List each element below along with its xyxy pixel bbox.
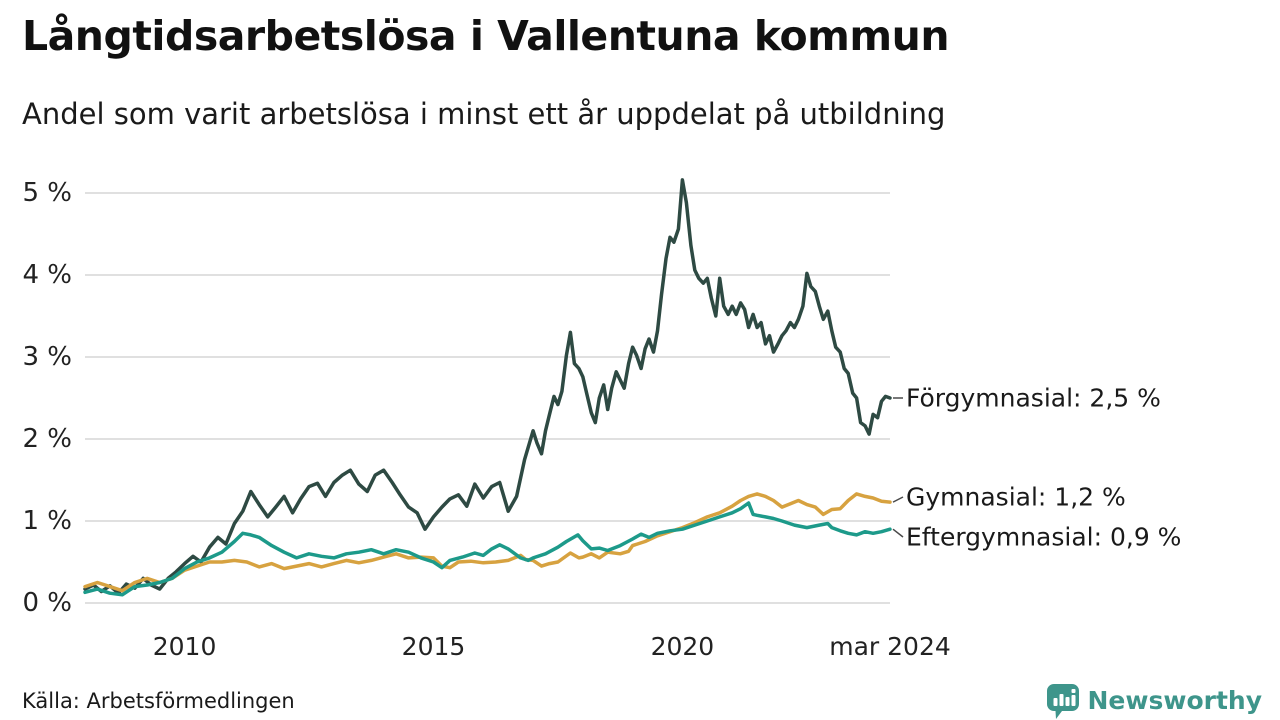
label-connector: [892, 496, 904, 503]
source-credit: Källa: Arbetsförmedlingen: [22, 689, 295, 713]
newsworthy-logo: Newsworthy: [1045, 682, 1263, 719]
page-subtitle: Andel som varit arbetslösa i minst ett å…: [22, 97, 946, 131]
bar-chart-speech-bubble-icon: [1046, 684, 1079, 719]
y-axis-tick-label: 2 %: [22, 424, 72, 454]
series-label-eftergymnasial: Eftergymnasial: 0,9 %: [906, 522, 1182, 552]
series-line-förgymnasial: [83, 178, 892, 595]
brand-wordmark: Newsworthy: [1087, 686, 1263, 715]
y-axis-tick-label: 1 %: [22, 506, 72, 536]
x-axis-tick-label: 2010: [152, 632, 217, 661]
y-axis-tick-label: 0 %: [22, 588, 72, 618]
page-title: Långtidsarbetslösa i Vallentuna kommun: [22, 12, 950, 60]
series-line-gymnasial: [83, 492, 892, 593]
series-label-förgymnasial: Förgymnasial: 2,5 %: [906, 383, 1161, 413]
y-axis-tick-label: 4 %: [22, 260, 72, 290]
y-axis-tick-label: 3 %: [22, 342, 72, 372]
series-line-eftergymnasial: [83, 501, 892, 597]
y-axis-tick-label: 5 %: [22, 178, 72, 208]
series-label-gymnasial: Gymnasial: 1,2 %: [906, 482, 1126, 512]
x-axis-tick-label: 2015: [401, 632, 466, 661]
x-axis-tick-label: mar 2024: [829, 632, 951, 661]
x-axis-tick-label: 2020: [650, 632, 715, 661]
label-connector: [892, 528, 904, 538]
